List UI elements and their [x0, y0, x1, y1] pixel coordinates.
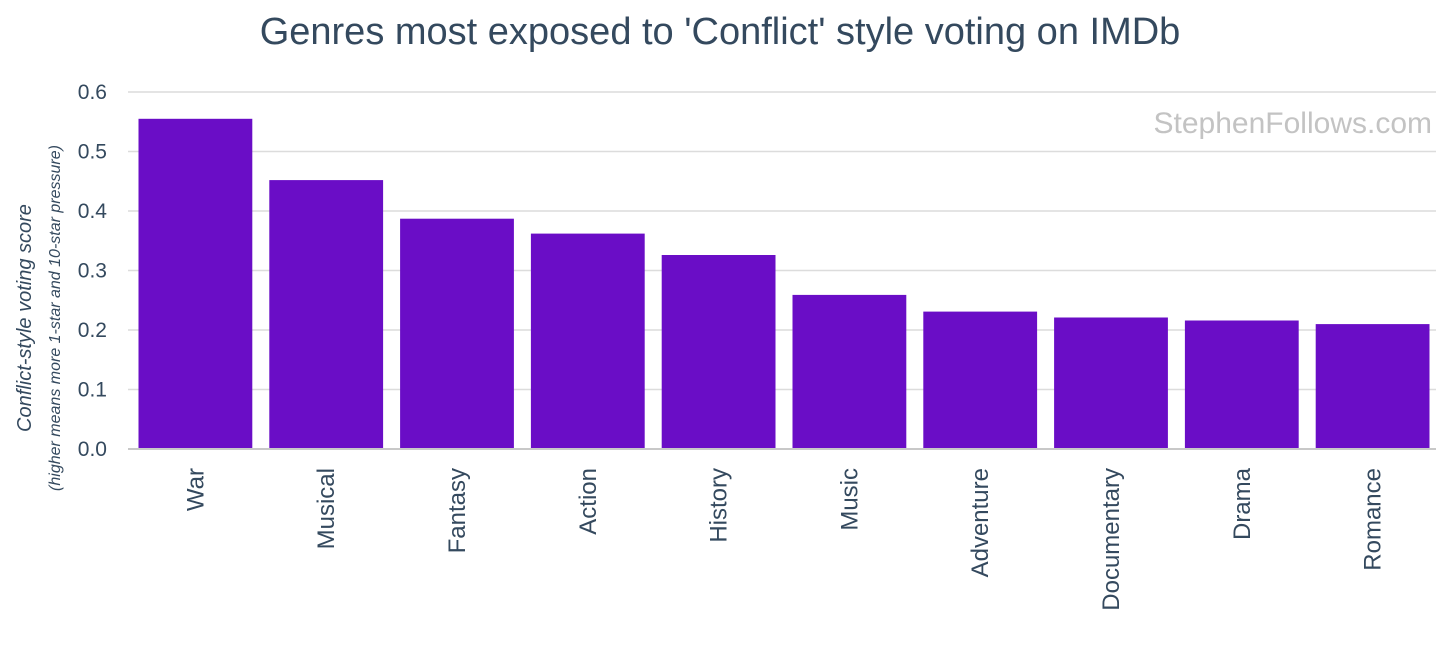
y-axis-sublabel: (higher means more 1-star and 10-star pr… [47, 145, 64, 491]
bar-documentary [1054, 317, 1168, 449]
x-tick-label-fantasy: Fantasy [444, 468, 471, 553]
x-tick-label-war: War [182, 468, 209, 511]
y-axis-label: Conflict-style voting score [14, 204, 36, 432]
bar-action [530, 233, 645, 449]
x-axis-ticks: War Musical Fantasy Action History Music Adven… [182, 467, 1386, 610]
bar-music [792, 294, 907, 449]
y-tick-label: 0.0 [78, 438, 107, 461]
chart-title: Genres most exposed to 'Conflict' style … [260, 11, 1181, 53]
x-tick-label-music: Music [836, 468, 863, 531]
bars [138, 118, 1430, 450]
y-tick-label: 0.6 [78, 81, 107, 104]
x-tick-label-musical: Musical [313, 468, 340, 549]
y-tick-label: 0.5 [78, 141, 107, 164]
bar-musical [269, 180, 384, 449]
x-tick-label-adventure: Adventure [967, 468, 994, 577]
bar-adventure [923, 311, 1038, 449]
y-axis-ticks: 0.0 0.1 0.2 0.3 0.4 0.5 0.6 [78, 81, 108, 461]
x-tick-label-romance: Romance [1360, 468, 1387, 571]
y-tick-label: 0.1 [78, 379, 107, 402]
bar-romance [1315, 324, 1430, 449]
x-tick-label-history: History [706, 468, 733, 543]
bar-drama [1184, 320, 1299, 449]
y-tick-label: 0.4 [78, 200, 108, 223]
x-tick-label-documentary: Documentary [1098, 468, 1125, 611]
x-tick-label-action: Action [575, 468, 602, 535]
y-tick-label: 0.3 [78, 260, 107, 283]
bar-war [138, 118, 253, 450]
watermark: StephenFollows.com [1154, 107, 1432, 140]
y-tick-label: 0.2 [78, 319, 107, 342]
bar-fantasy [400, 218, 514, 449]
x-tick-label-drama: Drama [1229, 467, 1256, 540]
bar-history [661, 255, 776, 449]
